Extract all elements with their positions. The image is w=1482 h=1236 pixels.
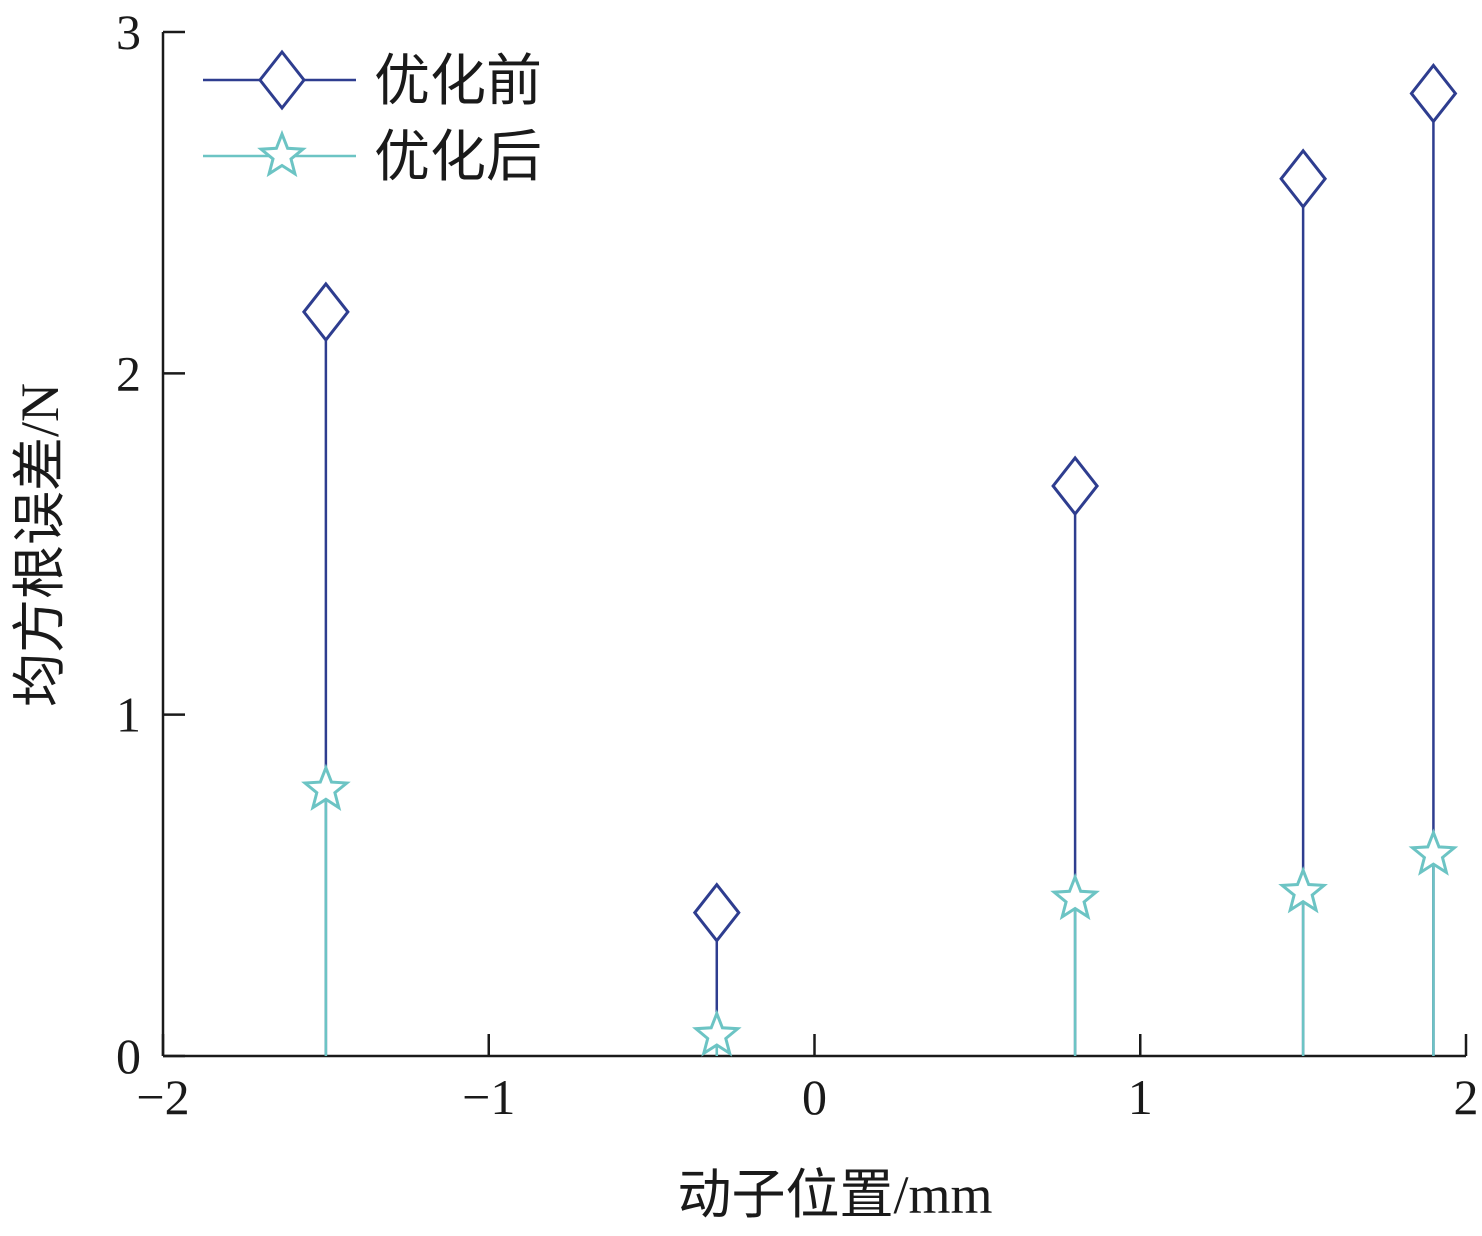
y-tick-label: 3 <box>116 4 141 60</box>
stem-marker-diamond <box>301 281 350 343</box>
legend-label: 优化后 <box>374 127 542 189</box>
y-axis-title: 均方根误差/N <box>10 383 70 707</box>
x-axis-title: 动子位置/mm <box>677 1165 992 1225</box>
legend-marker-diamond <box>258 49 306 111</box>
stem-marker-diamond <box>692 882 741 944</box>
y-tick-label: 0 <box>116 1028 141 1084</box>
legend-label: 优化前 <box>374 51 542 113</box>
y-tick-label: 1 <box>116 687 141 743</box>
x-tick-label: −1 <box>462 1069 515 1125</box>
series-before <box>301 63 1458 1056</box>
stems-layer <box>301 63 1459 1057</box>
stem-marker-star <box>1408 828 1459 876</box>
stem-marker-diamond <box>1051 455 1100 517</box>
x-tick-label: 0 <box>802 1069 827 1125</box>
legend-marker-star <box>257 129 307 178</box>
x-tick-label: −2 <box>136 1069 189 1125</box>
stem-marker-star <box>1278 866 1328 914</box>
stem-marker-star <box>692 1009 742 1057</box>
x-tick-label: 1 <box>1128 1069 1153 1125</box>
stem-marker-diamond <box>1279 148 1328 210</box>
y-tick-label: 2 <box>116 345 141 401</box>
legend-item: 优化后 <box>203 127 542 189</box>
legend-item: 优化前 <box>203 49 542 113</box>
stem-marker-star <box>1050 872 1100 921</box>
stem-marker-star <box>301 763 351 811</box>
axes: −2 −1 0 1 2 0 1 2 3 <box>116 4 1479 1125</box>
x-tick-label: 2 <box>1454 1069 1479 1125</box>
series-after <box>301 763 1459 1057</box>
stem-marker-diamond <box>1409 63 1458 124</box>
